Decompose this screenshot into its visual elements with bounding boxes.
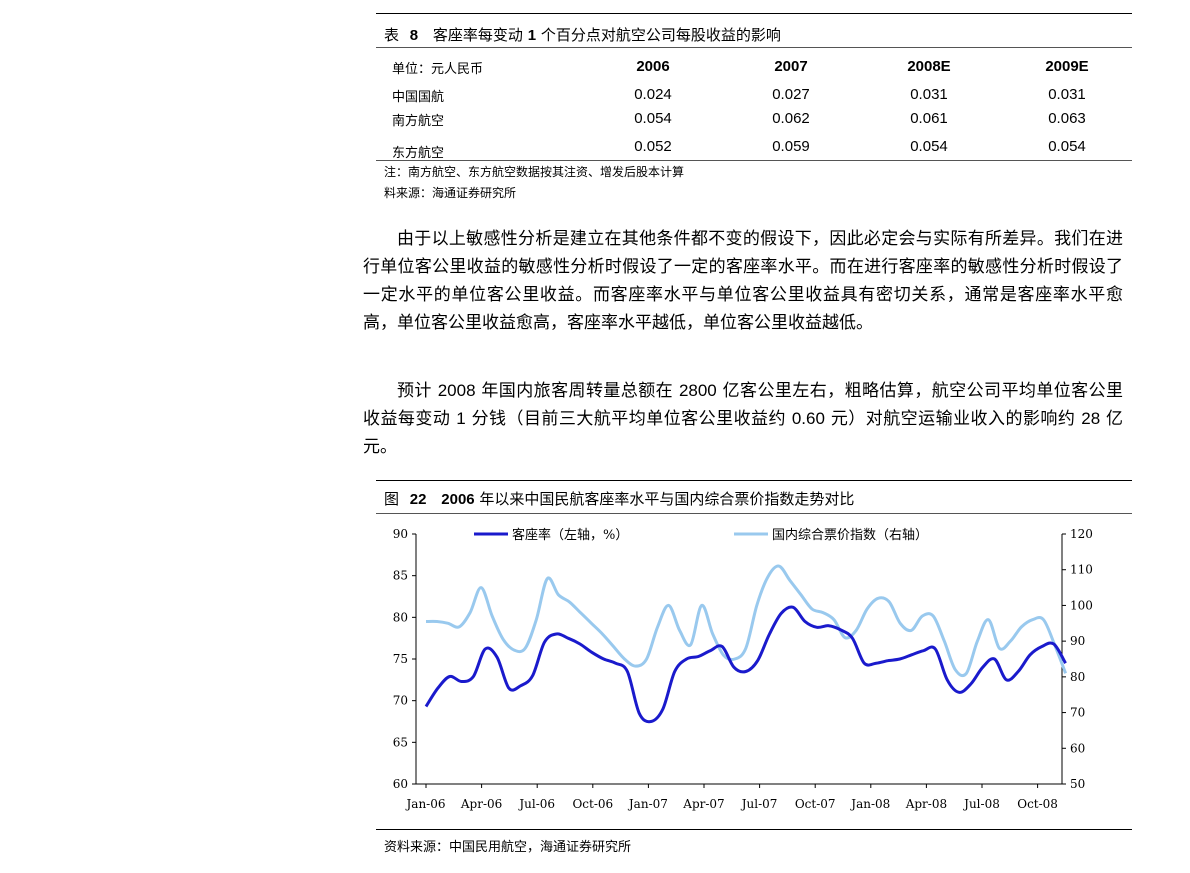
right-tick-label: 90 <box>1070 634 1085 648</box>
right-tick-label: 110 <box>1070 563 1093 577</box>
x-tick-label: Oct-08 <box>1017 797 1058 811</box>
table-row: 南方航空 0.054 0.062 0.061 0.063 <box>392 110 1086 129</box>
x-tick-label: Oct-06 <box>572 797 613 811</box>
col-header: 2007 <box>774 58 808 75</box>
right-tick-label: 70 <box>1070 706 1085 720</box>
x-tick-label: Jan-07 <box>627 797 668 811</box>
chart-legend: 客座率（左轴，%） 国内综合票价指数（右轴） <box>474 527 928 543</box>
col-header: 2008E <box>907 58 951 75</box>
right-tick-label: 100 <box>1070 598 1093 612</box>
figure-bottom-rule <box>376 829 1132 830</box>
x-tick-label: Apr-08 <box>905 797 947 811</box>
table-row: 东方航空 0.052 0.059 0.054 0.054 <box>392 138 1086 161</box>
x-tick-label: Jul-08 <box>962 797 1000 811</box>
paragraph-1: 由于以上敏感性分析是建立在其他条件都不变的假设下，因此必定会与实际有所差异。我们… <box>363 229 1123 333</box>
table-source: 料来源：海通证券研究所 <box>384 186 517 200</box>
series-line-fare-index <box>425 564 1068 678</box>
right-tick-label: 60 <box>1070 741 1085 755</box>
series-line-load-factor <box>424 605 1067 724</box>
legend-label-load-factor: 客座率（左轴，%） <box>512 527 628 543</box>
left-tick-label: 60 <box>393 777 408 791</box>
right-tick-label: 50 <box>1070 777 1085 791</box>
x-tick-label: Jul-07 <box>740 797 778 811</box>
figure-caption: 图 22 2006 年以来中国民航客座率水平与国内综合票价指数走势对比 <box>384 490 855 508</box>
col-header: 2006 <box>636 58 670 75</box>
x-tick-label: Oct-07 <box>795 797 836 811</box>
table-header-row: 单位：元人民币 2006 2007 2008E 2009E <box>376 58 1132 82</box>
x-tick-label: Apr-07 <box>682 797 724 811</box>
x-tick-label: Apr-06 <box>460 797 502 811</box>
table-bottom-rule <box>376 160 1132 161</box>
left-tick-label: 70 <box>393 694 408 708</box>
table-row: 中国国航 0.024 0.027 0.031 0.031 <box>392 86 1086 105</box>
right-tick-label: 80 <box>1070 670 1085 684</box>
right-tick-label: 120 <box>1070 527 1093 541</box>
x-tick-label: Jul-06 <box>517 797 555 811</box>
x-tick-label: Jan-08 <box>849 797 890 811</box>
left-tick-label: 80 <box>393 610 408 624</box>
line-chart: 60 65 70 75 80 85 90 50 60 70 80 90 100 110 120 Jan-06 A… <box>393 527 1093 811</box>
unit-label: 单位：元人民币 <box>392 62 484 77</box>
left-tick-label: 90 <box>393 527 408 541</box>
table-header-rule <box>376 47 1132 48</box>
figure-source: 资料来源：中国民用航空，海通证券研究所 <box>384 840 632 855</box>
x-tick-label: Jan-06 <box>404 797 445 811</box>
left-tick-label: 85 <box>393 569 408 583</box>
legend-label-fare-index: 国内综合票价指数（右轴） <box>772 527 928 543</box>
left-tick-label: 65 <box>393 735 408 749</box>
table-caption: 表 8 客座率每变动 1 个百分点对航空公司每股收益的影响 <box>384 26 781 44</box>
figure-top-rule <box>376 480 1132 481</box>
paragraph-2: 预计 2008 年国内旅客周转量总额在 2800 亿客公里左右，粗略估算，航空公… <box>363 381 1124 457</box>
left-tick-label: 75 <box>393 652 408 666</box>
table-top-rule <box>376 13 1132 14</box>
col-header: 2009E <box>1045 58 1089 75</box>
figure-header-rule <box>376 513 1132 514</box>
table-note: 注：南方航空、东方航空数据按其注资、增发后股本计算 <box>384 165 685 179</box>
